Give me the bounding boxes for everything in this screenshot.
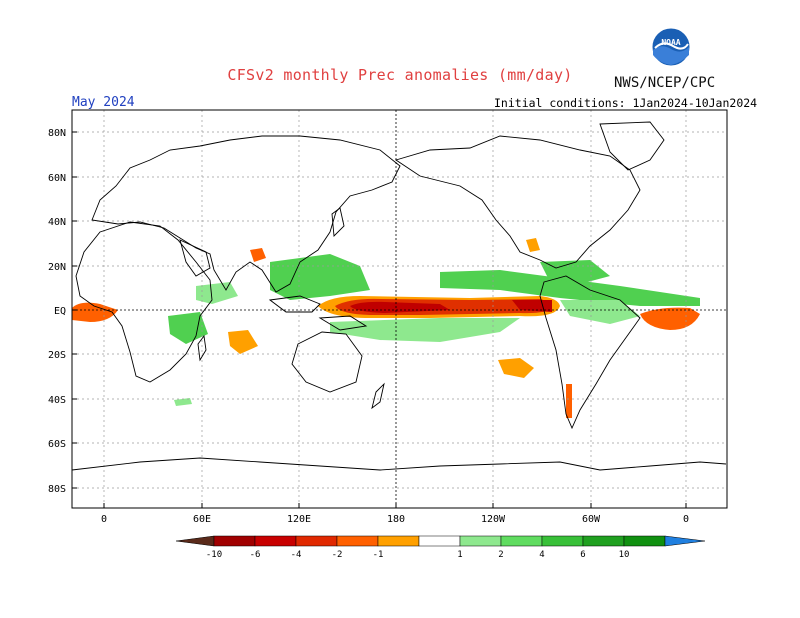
coast-south-america [539, 275, 641, 430]
coast-north-america [394, 135, 641, 269]
lon-label: 120W [481, 514, 506, 525]
colorbar-label: 1 [457, 550, 462, 560]
coast-antarctica [71, 457, 727, 471]
colorbar-segment [213, 535, 256, 547]
coast-new-zealand [371, 382, 385, 410]
coast-africa [75, 221, 213, 383]
colorbar-segment [541, 535, 584, 547]
lat-label: 60S [48, 439, 66, 450]
map-title: CFSv2 monthly Prec anomalies (mm/day) [227, 66, 573, 84]
lat-label: 40N [48, 217, 66, 228]
coast-greenland [599, 121, 665, 171]
lat-label: 80S [48, 484, 66, 495]
colorbar-label: -6 [250, 550, 261, 560]
wet-maritime-continent [270, 254, 370, 300]
noaa-logo-icon: NOAA [651, 27, 691, 67]
coast-indonesia [268, 295, 368, 331]
lat-label: 20N [48, 262, 66, 273]
colorbar-segment [418, 535, 461, 547]
lat-label: EQ [54, 306, 66, 317]
wet-southern-ocean [174, 398, 192, 406]
dry-south-atlantic [640, 307, 700, 330]
colorbar-label: -4 [291, 550, 302, 560]
wet-southwest-atlantic [560, 300, 640, 324]
anomaly-shading [72, 238, 700, 418]
colorbar-label: 2 [498, 550, 503, 560]
colorbar-segment [500, 535, 543, 547]
wet-south-pacific [330, 318, 520, 342]
colorbar-segment [582, 535, 625, 547]
forecast-period: May 2024 [72, 95, 135, 110]
colorbar-max-arrow [664, 535, 706, 547]
lon-label: 180 [387, 514, 405, 525]
dry-mexico [526, 238, 540, 252]
lat-label: 20S [48, 350, 66, 361]
dry-west-africa [72, 302, 118, 322]
lon-label: 60E [193, 514, 211, 525]
coastlines [71, 121, 727, 471]
coast-japan [331, 207, 345, 237]
longitude-labels: 0 60E 120E 180 120W 60W 0 [101, 503, 689, 525]
wet-africa [168, 312, 208, 344]
lon-label: 120E [287, 514, 311, 525]
lat-label: 80N [48, 128, 66, 139]
coast-madagascar [197, 334, 207, 362]
colorbar-segment [377, 535, 420, 547]
map-frame [71, 109, 728, 509]
colorbar-segment [254, 535, 297, 547]
colorbar-segment [336, 535, 379, 547]
lon-label: 60W [582, 514, 601, 525]
noaa-logo-text: NOAA [661, 38, 680, 47]
latitude-labels: 80N 60N 40N 20N EQ 20S 40S 60S 80S [48, 128, 77, 495]
dry-chile [566, 384, 572, 418]
colorbar: -10 -6 -4 -2 -1 1 2 4 6 10 [175, 535, 706, 560]
lon-label: 0 [683, 514, 689, 525]
coast-australia [291, 331, 363, 393]
lat-label: 40S [48, 395, 66, 406]
noaa-logo: NOAA [651, 27, 691, 67]
dry-indian-ocean [228, 330, 258, 354]
colorbar-label: -1 [373, 550, 384, 560]
dry-south-pacific [498, 358, 534, 378]
wet-itcz-north [440, 270, 700, 306]
organization-label: NWS/NCEP/CPC [614, 75, 716, 91]
colorbar-segment [623, 535, 666, 547]
lat-label: 60N [48, 173, 66, 184]
colorbar-label: -10 [206, 550, 222, 560]
colorbar-label: 4 [539, 550, 544, 560]
lon-label: 0 [101, 514, 107, 525]
colorbar-min-arrow [175, 535, 215, 547]
colorbar-segment [459, 535, 502, 547]
colorbar-label: 6 [580, 550, 585, 560]
initial-conditions: Initial conditions: 1Jan2024-10Jan2024 [494, 96, 758, 110]
colorbar-label: -2 [332, 550, 343, 560]
colorbar-segment [295, 535, 338, 547]
colorbar-label: 10 [619, 550, 630, 560]
dry-tibet [250, 248, 266, 262]
coast-arabia [179, 239, 211, 277]
